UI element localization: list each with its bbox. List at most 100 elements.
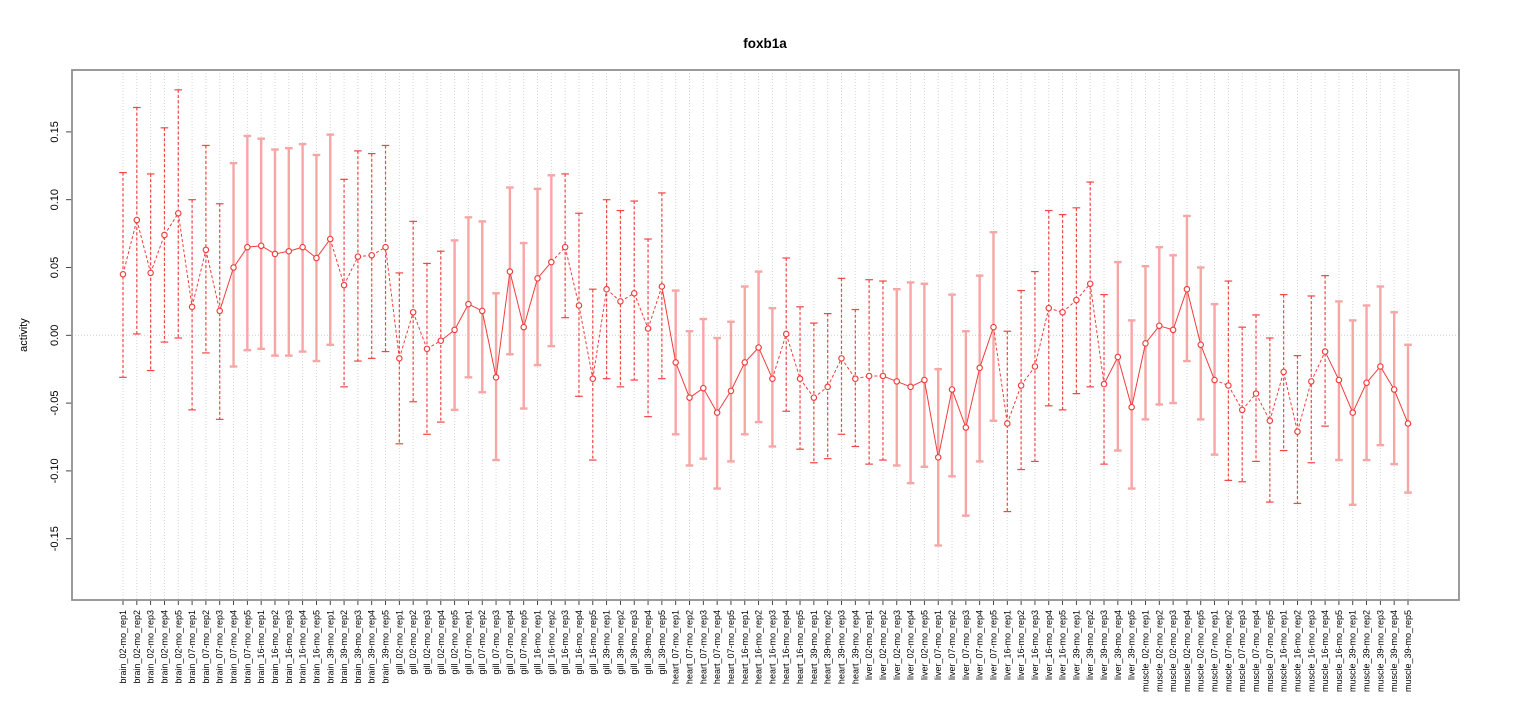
x-tick-label: gill_16-mo_rep1 [533, 610, 543, 675]
data-point [852, 375, 859, 382]
data-point [824, 383, 831, 391]
series-segment [454, 303, 469, 331]
data-point [174, 209, 182, 217]
x-tick-label: muscle_16-mo_rep1 [1279, 610, 1289, 692]
series-segment [1324, 351, 1340, 381]
data-point [603, 285, 610, 293]
data-point [244, 243, 251, 251]
series-segment [1006, 385, 1022, 424]
data-point [202, 246, 210, 254]
x-tick-label: gill_07-mo_rep1 [463, 610, 473, 675]
x-tick-label: gill_07-mo_rep3 [491, 610, 501, 675]
series-segment [1131, 343, 1146, 408]
data-point [810, 394, 818, 401]
x-tick-label: brain_07-mo_rep1 [187, 610, 197, 684]
series-segment [1089, 283, 1105, 385]
data-point [686, 394, 693, 401]
x-tick-label: brain_39-mo_rep5 [381, 610, 391, 684]
y-axis-title: activity [18, 318, 30, 352]
series-segment [744, 347, 759, 363]
x-tick-label: heart_07-mo_rep4 [712, 610, 722, 684]
x-tick-label: brain_02-mo_rep5 [173, 610, 183, 684]
data-point [161, 231, 168, 239]
data-point [1225, 382, 1232, 389]
x-tick-label: heart_16-mo_rep1 [740, 610, 750, 684]
x-tick-label: brain_16-mo_rep1 [256, 610, 266, 684]
x-tick-label: heart_16-mo_rep2 [754, 610, 764, 684]
x-tick-label: heart_16-mo_rep5 [795, 610, 805, 684]
data-point [796, 375, 804, 382]
series-segment [937, 389, 953, 458]
data-point [1031, 363, 1039, 370]
series-segment [923, 379, 939, 458]
data-point [1004, 420, 1011, 427]
data-point [990, 323, 997, 331]
series-segment [481, 310, 497, 378]
data-point [713, 409, 721, 416]
x-tick-label: gill_39-mo_rep1 [602, 610, 612, 675]
data-point [1377, 363, 1384, 370]
series-segment [398, 312, 414, 359]
series-segment [1283, 371, 1298, 432]
x-tick-label: muscle_39-mo_rep5 [1403, 610, 1413, 692]
plot-border [71, 69, 1460, 601]
data-point [133, 216, 141, 224]
data-point [976, 364, 983, 372]
x-tick-label: gill_16-mo_rep2 [546, 610, 556, 675]
series-segment [716, 390, 732, 413]
series-segment [1020, 366, 1036, 386]
data-point [1086, 280, 1094, 288]
series-segment [702, 387, 718, 413]
series-segment [785, 333, 801, 379]
series-segment [1117, 356, 1133, 408]
data-point [700, 384, 707, 392]
x-tick-label: brain_07-mo_rep2 [201, 610, 211, 684]
data-point [1335, 376, 1343, 384]
x-tick-label: gill_07-mo_rep5 [519, 610, 529, 675]
x-tick-label: muscle_02-mo_rep3 [1168, 610, 1178, 692]
data-point [755, 344, 762, 351]
x-tick-label: muscle_07-mo_rep5 [1265, 610, 1275, 692]
x-tick-label: muscle_16-mo_rep3 [1306, 610, 1316, 692]
x-tick-label: muscle_02-mo_rep4 [1182, 610, 1192, 692]
series-segment [1241, 393, 1257, 411]
y-tick-label: -0.10 [49, 458, 61, 483]
data-point [1114, 353, 1122, 361]
data-point [354, 253, 362, 260]
data-point [147, 269, 154, 277]
data-point [1045, 304, 1053, 312]
data-point [1266, 417, 1274, 425]
series-segment [219, 267, 235, 312]
data-point [1017, 382, 1025, 389]
data-point [1073, 296, 1080, 304]
series-segment [564, 247, 580, 306]
series-segment [1200, 344, 1216, 381]
x-tick-label: liver_02-mo_rep4 [906, 610, 916, 680]
y-tick-label: 0.15 [49, 121, 61, 142]
x-tick-label: muscle_02-mo_rep2 [1154, 610, 1164, 692]
x-tick-label: heart_39-mo_rep4 [850, 610, 860, 684]
data-point [313, 254, 320, 262]
data-point [1100, 380, 1108, 388]
x-tick-label: heart_07-mo_rep2 [685, 610, 695, 684]
data-point [1404, 420, 1412, 427]
x-tick-label: gill_02-mo_rep1 [394, 610, 404, 675]
series-segment [150, 234, 165, 274]
data-point [907, 383, 914, 391]
data-point [630, 289, 638, 297]
x-tick-label: liver_39-mo_rep1 [1071, 610, 1081, 680]
data-point [879, 372, 887, 380]
x-tick-label: gill_02-mo_rep3 [422, 610, 432, 675]
chart-title: foxb1a [743, 36, 787, 51]
x-tick-label: heart_39-mo_rep2 [823, 610, 833, 684]
data-point [617, 298, 624, 305]
series-segment [771, 333, 787, 379]
x-tick-label: liver_07-mo_rep1 [933, 610, 943, 680]
series-segment [523, 278, 538, 328]
data-point [382, 243, 389, 251]
data-point [409, 308, 417, 316]
series-segment [177, 213, 193, 307]
series-segment [1145, 325, 1160, 344]
